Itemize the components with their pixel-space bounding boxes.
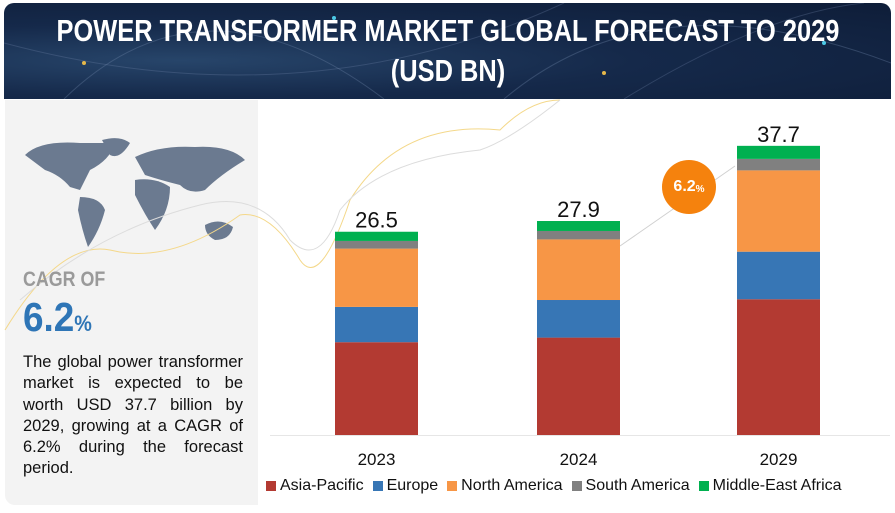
bar-segment-south-america-2029 bbox=[737, 158, 820, 171]
bar-segment-middle-east-africa-2029 bbox=[737, 145, 820, 159]
bar-segment-south-america-2024 bbox=[537, 230, 620, 240]
bar-segment-middle-east-africa-2024 bbox=[537, 221, 620, 231]
legend-label: South America bbox=[585, 477, 690, 494]
legend: Asia-Pacific Europe North America South Ame… bbox=[266, 477, 842, 495]
bar-segment-south-america-2023 bbox=[335, 240, 418, 249]
bar-segment-europe-2029 bbox=[737, 251, 820, 300]
bubble-value: 6.2 bbox=[673, 178, 696, 195]
total-label: 27.9 bbox=[557, 197, 600, 222]
decorative-lines bbox=[4, 3, 891, 99]
bubble-unit: % bbox=[695, 183, 705, 195]
legend-swatch bbox=[571, 481, 582, 491]
cagr-number: 6.2 bbox=[23, 294, 75, 340]
cagr-value: 6.2% bbox=[23, 295, 92, 346]
legend-swatch bbox=[447, 481, 458, 491]
bar-segment-north-america-2023 bbox=[335, 248, 418, 307]
cagr-bubble: 6.2% bbox=[662, 160, 716, 214]
market-description: The global power transformer market is e… bbox=[23, 353, 243, 478]
world-map-icon bbox=[25, 138, 245, 247]
legend-item: Middle-East Africa bbox=[698, 477, 842, 495]
legend-label: Asia-Pacific bbox=[280, 477, 364, 494]
bar-segment-europe-2023 bbox=[335, 306, 418, 343]
bar-segment-north-america-2024 bbox=[537, 239, 620, 301]
legend-item: South America bbox=[571, 477, 690, 495]
legend-label: Middle-East Africa bbox=[712, 477, 842, 494]
total-label: 26.5 bbox=[355, 208, 398, 233]
cagr-unit: % bbox=[74, 311, 92, 336]
x-tick-label: 2029 bbox=[760, 450, 798, 469]
bar-segment-middle-east-africa-2023 bbox=[335, 231, 418, 241]
bar-segment-asia-pacific-2029 bbox=[737, 299, 820, 435]
chart-subtitle: (USD BN) bbox=[390, 53, 505, 88]
legend-swatch bbox=[698, 481, 709, 491]
x-tick-label: 2024 bbox=[560, 450, 598, 469]
cagr-label: CAGR OF bbox=[23, 268, 106, 291]
legend-item: Europe bbox=[372, 477, 439, 495]
bar-segment-north-america-2029 bbox=[737, 170, 820, 252]
x-tick-label: 2023 bbox=[358, 450, 396, 469]
legend-swatch bbox=[372, 481, 383, 491]
legend-swatch bbox=[266, 481, 276, 491]
legend-label: North America bbox=[461, 477, 563, 494]
chart-title: POWER TRANSFORMER MARKET GLOBAL FORECAST… bbox=[56, 13, 839, 48]
total-label: 37.7 bbox=[757, 122, 800, 147]
legend-item: North America bbox=[447, 477, 563, 495]
header-banner: POWER TRANSFORMER MARKET GLOBAL FORECAST… bbox=[4, 3, 891, 99]
legend-item: Asia-Pacific bbox=[266, 477, 364, 495]
bar-segment-asia-pacific-2024 bbox=[537, 337, 620, 435]
legend-label: Europe bbox=[386, 477, 439, 494]
bar-segment-europe-2024 bbox=[537, 300, 620, 338]
bar-segment-asia-pacific-2023 bbox=[335, 342, 418, 435]
